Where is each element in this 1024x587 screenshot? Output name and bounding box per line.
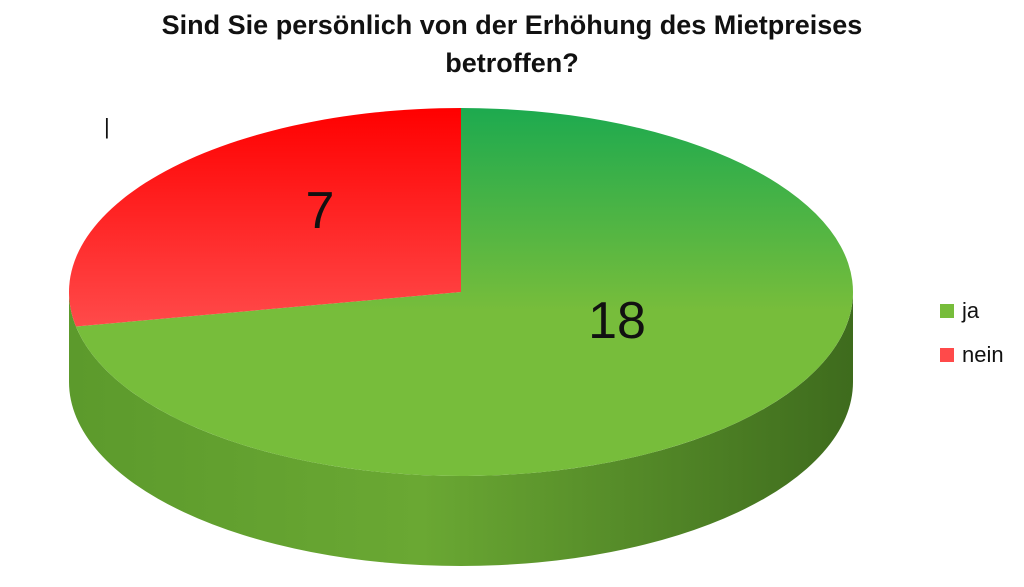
pie-slice-ja bbox=[75, 108, 853, 476]
legend-label-ja: ja bbox=[962, 298, 980, 323]
pie-slice-nein bbox=[68, 108, 461, 327]
chart-title: Sind Sie persönlich von der Erhöhung des… bbox=[0, 6, 1024, 82]
legend-label-nein: nein bbox=[962, 342, 1004, 367]
legend: ja nein bbox=[940, 298, 1004, 388]
chart-title-line-1: Sind Sie persönlich von der Erhöhung des… bbox=[161, 10, 863, 40]
legend-item-ja: ja bbox=[940, 298, 1004, 323]
stray-text-mark: | bbox=[104, 114, 110, 139]
data-label-nein: 7 bbox=[306, 182, 335, 240]
legend-item-nein: nein bbox=[940, 342, 1004, 367]
pie-side-ja bbox=[69, 292, 853, 566]
legend-swatch-nein bbox=[940, 348, 954, 362]
legend-swatch-ja bbox=[940, 304, 954, 318]
data-label-ja: 18 bbox=[588, 292, 646, 350]
chart-title-line-2: betroffen? bbox=[445, 48, 579, 78]
